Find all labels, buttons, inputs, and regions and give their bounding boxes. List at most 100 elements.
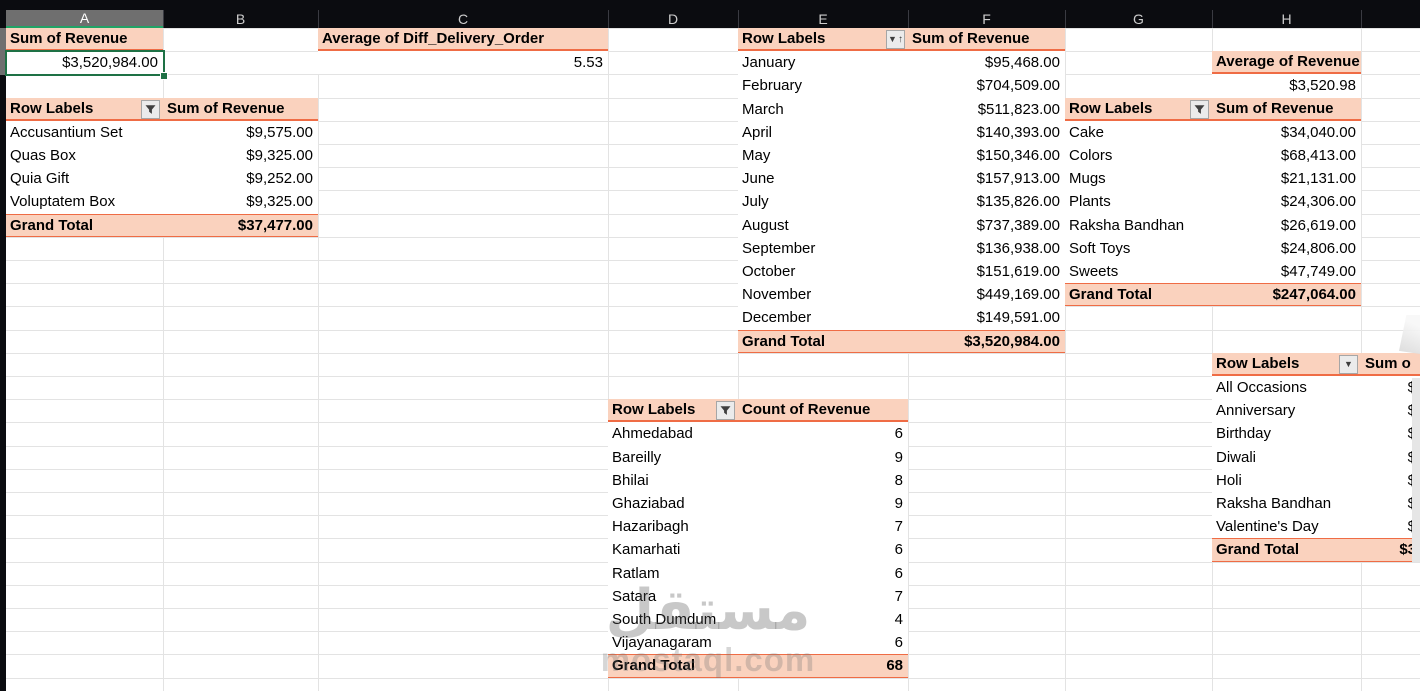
- pivot-occasions-dropdown-button[interactable]: ▼: [1339, 354, 1358, 374]
- sum-of-revenue-value[interactable]: $3,520,984.00: [6, 51, 163, 75]
- pivot-months-row-value[interactable]: $95,468.00: [908, 51, 1065, 75]
- pivot-categories-row-label[interactable]: Cake: [1065, 120, 1212, 144]
- pivot-cities-row-labels-header[interactable]: Row Labels: [608, 399, 738, 423]
- pivot-months-row-label[interactable]: July: [738, 190, 908, 214]
- pivot-months-sort-button[interactable]: ▼ ↑: [886, 30, 905, 49]
- avg-diff-delivery-order-title[interactable]: Average of Diff_Delivery_Order: [318, 28, 608, 52]
- pivot-occasions-row-label[interactable]: Raksha Bandhan: [1212, 492, 1361, 516]
- pivot-months-row-value[interactable]: $157,913.00: [908, 167, 1065, 191]
- pivot-products-row-value[interactable]: $9,325.00: [163, 144, 318, 168]
- pivot-categories-row-label[interactable]: Soft Toys: [1065, 236, 1212, 260]
- column-header-E[interactable]: E: [818, 11, 828, 27]
- pivot-cities-row-value[interactable]: 6: [738, 631, 908, 655]
- pivot-categories-filter-button[interactable]: [1190, 99, 1209, 119]
- pivot-categories-row-label[interactable]: Plants: [1065, 190, 1212, 214]
- pivot-cities-row-label[interactable]: Bhilai: [608, 468, 738, 492]
- pivot-products-row-labels-header[interactable]: Row Labels: [6, 97, 163, 121]
- pivot-categories-values-header[interactable]: Sum of Revenue: [1212, 97, 1361, 121]
- pivot-months-grand-total-label[interactable]: Grand Total: [738, 329, 908, 353]
- pivot-products-row-label[interactable]: Voluptatem Box: [6, 190, 163, 214]
- column-header-C[interactable]: C: [457, 11, 469, 27]
- pivot-cities-row-value[interactable]: 6: [738, 561, 908, 585]
- pivot-months-row-value[interactable]: $737,389.00: [908, 213, 1065, 237]
- sum-of-revenue-title[interactable]: Sum of Revenue: [6, 28, 163, 52]
- pivot-products-filter-button[interactable]: [141, 99, 160, 119]
- pivot-products-row-value[interactable]: $9,325.00: [163, 190, 318, 214]
- pivot-occasions-row-value[interactable]: $: [1361, 422, 1420, 446]
- pivot-occasions-row-value[interactable]: $: [1361, 445, 1420, 469]
- column-header-B[interactable]: B: [235, 11, 246, 27]
- pivot-categories-row-value[interactable]: $26,619.00: [1212, 213, 1361, 237]
- pivot-categories-row-value[interactable]: $68,413.00: [1212, 144, 1361, 168]
- pivot-cities-row-label[interactable]: Hazaribagh: [608, 515, 738, 539]
- pivot-cities-row-value[interactable]: 9: [738, 492, 908, 516]
- pivot-months-row-value[interactable]: $449,169.00: [908, 283, 1065, 307]
- pivot-cities-row-label[interactable]: Ratlam: [608, 561, 738, 585]
- pivot-occasions-row-value[interactable]: $: [1361, 468, 1420, 492]
- pivot-cities-row-value[interactable]: 6: [738, 538, 908, 562]
- pivot-cities-grand-total-value[interactable]: 68: [738, 654, 908, 678]
- pivot-occasions-row-label[interactable]: Anniversary: [1212, 399, 1361, 423]
- pivot-occasions-row-label[interactable]: Diwali: [1212, 445, 1361, 469]
- pivot-cities-row-value[interactable]: 6: [738, 422, 908, 446]
- pivot-occasions-row-value[interactable]: $: [1361, 376, 1420, 400]
- pivot-occasions-row-value[interactable]: $: [1361, 399, 1420, 423]
- pivot-months-row-label[interactable]: October: [738, 260, 908, 284]
- column-header-A[interactable]: A: [6, 10, 163, 28]
- pivot-products-row-label[interactable]: Quia Gift: [6, 167, 163, 191]
- pivot-months-row-label[interactable]: January: [738, 51, 908, 75]
- pivot-occasions-row-label[interactable]: Holi: [1212, 468, 1361, 492]
- pivot-categories-grand-total-value[interactable]: $247,064.00: [1212, 283, 1361, 307]
- pivot-categories-row-labels-header[interactable]: Row Labels: [1065, 97, 1212, 121]
- pivot-cities-row-value[interactable]: 4: [738, 608, 908, 632]
- pivot-months-row-value[interactable]: $151,619.00: [908, 260, 1065, 284]
- pivot-cities-grand-total-label[interactable]: Grand Total: [608, 654, 738, 678]
- pivot-categories-row-value[interactable]: $47,749.00: [1212, 260, 1361, 284]
- column-header-D[interactable]: D: [667, 11, 679, 27]
- pivot-categories-row-label[interactable]: Mugs: [1065, 167, 1212, 191]
- pivot-months-row-label[interactable]: November: [738, 283, 908, 307]
- pivot-products-grand-total-value[interactable]: $37,477.00: [163, 213, 318, 237]
- pivot-months-row-label[interactable]: September: [738, 236, 908, 260]
- pivot-cities-filter-button[interactable]: [716, 401, 735, 421]
- pivot-months-row-labels-header[interactable]: Row Labels: [738, 28, 908, 52]
- pivot-months-row-value[interactable]: $704,509.00: [908, 74, 1065, 98]
- pivot-categories-row-value[interactable]: $24,806.00: [1212, 236, 1361, 260]
- pivot-months-row-label[interactable]: December: [738, 306, 908, 330]
- pivot-cities-row-label[interactable]: South Dumdum: [608, 608, 738, 632]
- pivot-months-row-value[interactable]: $140,393.00: [908, 120, 1065, 144]
- pivot-products-grand-total-label[interactable]: Grand Total: [6, 213, 163, 237]
- pivot-months-row-label[interactable]: February: [738, 74, 908, 98]
- column-header-F[interactable]: F: [982, 11, 991, 27]
- pivot-months-row-label[interactable]: August: [738, 213, 908, 237]
- pivot-occasions-grand-total-label[interactable]: Grand Total: [1212, 538, 1361, 562]
- pivot-occasions-values-header[interactable]: Sum o: [1361, 352, 1420, 376]
- column-header-G[interactable]: G: [1133, 11, 1144, 27]
- avg-diff-delivery-order-value[interactable]: 5.53: [318, 51, 608, 75]
- pivot-categories-row-label[interactable]: Raksha Bandhan: [1065, 213, 1212, 237]
- pivot-categories-row-value[interactable]: $21,131.00: [1212, 167, 1361, 191]
- pivot-occasions-row-label[interactable]: All Occasions: [1212, 376, 1361, 400]
- average-of-revenue-value[interactable]: $3,520.98: [1212, 74, 1361, 98]
- pivot-months-row-value[interactable]: $511,823.00: [908, 97, 1065, 121]
- pivot-categories-row-value[interactable]: $34,040.00: [1212, 120, 1361, 144]
- pivot-months-row-label[interactable]: May: [738, 144, 908, 168]
- pivot-occasions-row-label[interactable]: Birthday: [1212, 422, 1361, 446]
- average-of-revenue-title[interactable]: Average of Revenue: [1212, 51, 1361, 75]
- pivot-cities-row-label[interactable]: Satara: [608, 584, 738, 608]
- pivot-occasions-row-labels-header[interactable]: Row Labels: [1212, 352, 1361, 376]
- pivot-months-row-label[interactable]: June: [738, 167, 908, 191]
- pivot-months-row-value[interactable]: $136,938.00: [908, 236, 1065, 260]
- pivot-products-row-label[interactable]: Accusantium Set: [6, 120, 163, 144]
- pivot-categories-grand-total-label[interactable]: Grand Total: [1065, 283, 1212, 307]
- fill-handle[interactable]: [160, 72, 168, 80]
- pivot-cities-row-label[interactable]: Ahmedabad: [608, 422, 738, 446]
- pivot-products-values-header[interactable]: Sum of Revenue: [163, 97, 318, 121]
- pivot-cities-values-header[interactable]: Count of Revenue: [738, 399, 908, 423]
- pivot-months-row-value[interactable]: $150,346.00: [908, 144, 1065, 168]
- pivot-categories-row-value[interactable]: $24,306.00: [1212, 190, 1361, 214]
- pivot-occasions-grand-total-value[interactable]: $3: [1361, 538, 1420, 562]
- column-header-H[interactable]: H: [1281, 11, 1292, 27]
- pivot-cities-row-value[interactable]: 7: [738, 584, 908, 608]
- pivot-cities-row-value[interactable]: 8: [738, 468, 908, 492]
